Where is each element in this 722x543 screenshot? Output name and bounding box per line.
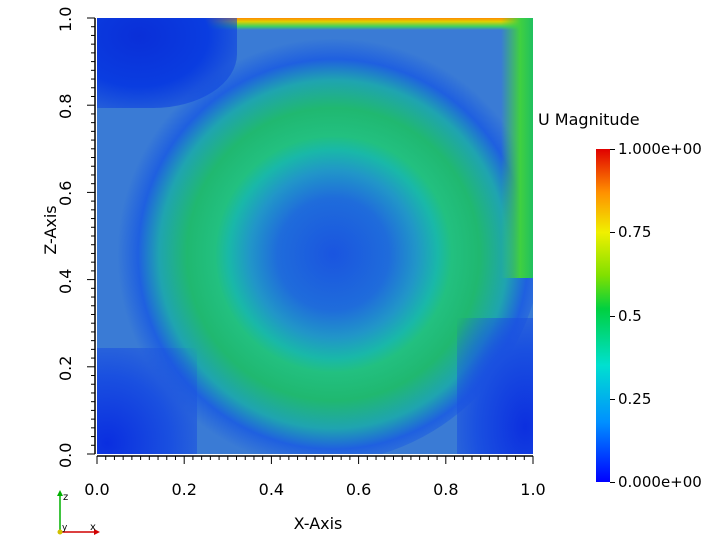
z-tick-label: 0.2 xyxy=(56,355,75,380)
colorbar-label: 0.000e+00 xyxy=(618,473,702,491)
z-tick-label: 0.8 xyxy=(56,94,75,119)
z-tick-label: 0.0 xyxy=(56,443,75,468)
z-orient-label: z xyxy=(63,492,68,503)
z-tick-label: 0.4 xyxy=(56,268,75,293)
colorbar-label: 1.000e+00 xyxy=(618,140,702,158)
x-tick-label: 0.4 xyxy=(259,480,284,499)
colorbar-tick xyxy=(610,399,615,400)
y-orient-label: y xyxy=(62,523,68,533)
colorbar-tick xyxy=(610,482,615,483)
x-orient-label: x xyxy=(90,522,96,533)
velocity-field xyxy=(97,18,533,454)
colorbar-gradient xyxy=(596,149,610,482)
colorbar-tick xyxy=(610,149,615,150)
colorbar-label: 0.5 xyxy=(618,307,642,325)
colorbar-tick xyxy=(610,232,615,233)
colorbar-title: U Magnitude xyxy=(538,110,640,129)
z-tick-label: 1.0 xyxy=(56,7,75,32)
x-tick-label: 0.2 xyxy=(171,480,196,499)
z-tick-label: 0.6 xyxy=(56,181,75,206)
x-axis-title: X-Axis xyxy=(258,514,378,533)
x-tick-label: 1.0 xyxy=(520,480,545,499)
colorbar-tick xyxy=(610,316,615,317)
colorbar-legend: U Magnitude 1.000e+00 0.75 0.5 0.25 0.000e+0… xyxy=(538,110,722,390)
x-tick-label: 0.6 xyxy=(346,480,371,499)
colorbar-label: 0.75 xyxy=(618,223,651,241)
colorbar-label: 0.25 xyxy=(618,390,651,408)
x-tick-label: 0.8 xyxy=(433,480,458,499)
orientation-axes-icon: z y x xyxy=(50,486,110,543)
